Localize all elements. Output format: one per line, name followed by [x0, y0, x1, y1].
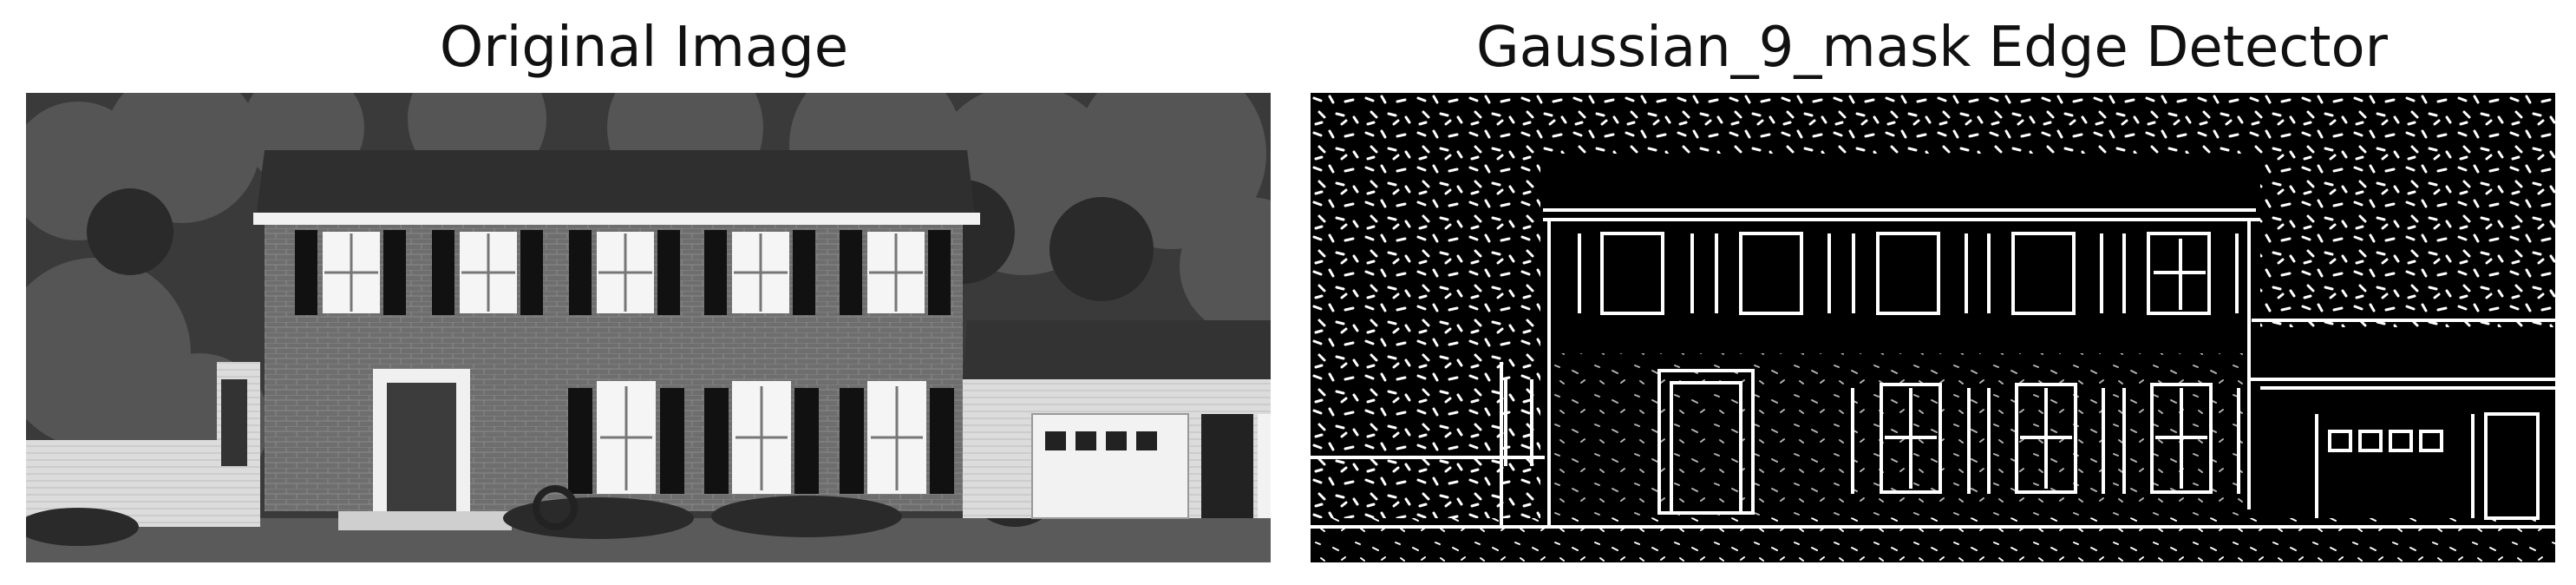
edge-panel: Gaussian_9_mask Edge Detector — [1288, 0, 2576, 585]
original-panel: Original Image — [26, 16, 1271, 562]
original-title: Original Image — [439, 16, 849, 80]
original-image — [26, 93, 1271, 562]
edge-image — [1311, 93, 2555, 562]
edge-title: Gaussian_9_mask Edge Detector — [1476, 16, 2388, 80]
